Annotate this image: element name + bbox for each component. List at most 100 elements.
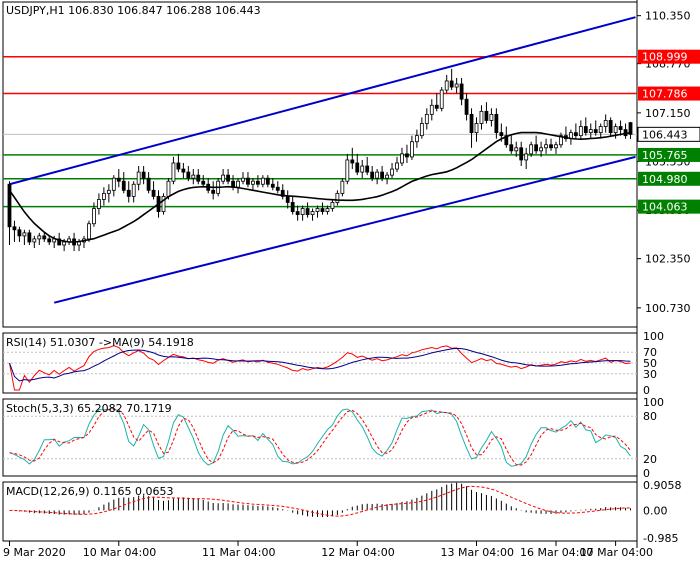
level-label-box xyxy=(638,49,700,64)
candle-body xyxy=(186,171,191,179)
price-tick-label: 110.350 xyxy=(645,10,691,23)
candle-body xyxy=(300,208,305,216)
candle-body xyxy=(211,189,216,194)
macd-tick-label: -0.985 xyxy=(643,532,678,545)
candle-body xyxy=(345,159,350,182)
candle-body xyxy=(434,104,439,109)
candle-body xyxy=(469,113,474,134)
candle-body xyxy=(295,211,300,216)
candle-body xyxy=(315,208,320,212)
candle-body xyxy=(355,162,360,173)
candle-body xyxy=(583,126,588,134)
candle-body xyxy=(554,144,558,149)
candle-body xyxy=(514,147,519,152)
current-price-box xyxy=(637,126,700,142)
candle-body xyxy=(534,144,539,152)
candle-body xyxy=(97,199,101,209)
candle-body xyxy=(116,177,121,182)
candle-body xyxy=(499,132,504,137)
stoch-tick-label: 100 xyxy=(643,396,664,409)
candle-body xyxy=(419,123,424,137)
time-label: 12 Mar 04:00 xyxy=(321,546,394,559)
candle-body xyxy=(255,180,260,185)
candle-body xyxy=(524,153,529,161)
current-price-label: 106.443 xyxy=(642,128,688,141)
candle-body xyxy=(330,202,335,209)
candle-body xyxy=(459,83,464,100)
candle-body xyxy=(265,177,270,185)
level-label: 107.786 xyxy=(642,88,688,101)
candle-body xyxy=(474,123,479,134)
candle-body xyxy=(559,135,563,146)
candle-body xyxy=(544,144,548,149)
macd-tick-label: 0.9058 xyxy=(643,479,682,492)
stoch-label: Stoch(5,3,3) 65.2082 70.1719 xyxy=(6,402,172,415)
candle-body xyxy=(27,232,32,243)
rsi-tick-label: 30 xyxy=(643,368,657,381)
candle-body xyxy=(121,180,126,191)
level-label-box xyxy=(638,199,700,214)
moving-average-line xyxy=(8,131,631,243)
rsi-tick-label: 100 xyxy=(643,330,664,343)
candle-body xyxy=(106,189,111,194)
candle-body xyxy=(181,168,186,173)
candle-body xyxy=(400,153,404,164)
rsi-tick-label: 0 xyxy=(643,384,650,397)
stoch-tick-label: 80 xyxy=(643,410,657,423)
candle-body xyxy=(7,183,12,228)
level-label: 104.980 xyxy=(642,173,688,186)
candle-body xyxy=(221,174,226,182)
candle-body xyxy=(280,189,285,197)
candle-body xyxy=(161,195,166,212)
candle-body xyxy=(260,177,265,185)
rsi-tick-label: 50 xyxy=(643,357,657,370)
level-label: 108.999 xyxy=(642,51,688,64)
main-pane-frame xyxy=(2,1,638,328)
candle-body xyxy=(529,144,534,155)
candle-body xyxy=(275,186,280,191)
candle-body xyxy=(136,171,141,185)
rsi-line xyxy=(9,345,631,391)
candle-body xyxy=(335,192,340,203)
time-label: 10 Mar 04:00 xyxy=(83,546,156,559)
candle-body xyxy=(519,147,524,161)
candle-body xyxy=(270,183,275,188)
candle-body xyxy=(509,144,514,152)
candle-body xyxy=(405,153,409,158)
candle-body xyxy=(141,171,146,179)
channel-lower-line xyxy=(53,155,636,304)
candle-body xyxy=(573,132,578,137)
candle-body xyxy=(603,120,608,127)
rsi-tick-label: 70 xyxy=(643,346,657,359)
candle-body xyxy=(449,80,454,88)
candle-body xyxy=(305,208,310,216)
stoch-main-line xyxy=(9,407,631,467)
time-label: 11 Mar 04:00 xyxy=(202,546,275,559)
candle-body xyxy=(375,171,380,179)
candle-body xyxy=(87,223,91,240)
candle-body xyxy=(201,180,206,185)
candle-body xyxy=(146,177,151,191)
candle-body xyxy=(588,129,593,134)
level-label: 104.063 xyxy=(642,201,688,214)
level-label-box xyxy=(638,86,700,101)
candle-body xyxy=(32,238,37,243)
candle-body xyxy=(365,165,370,173)
candle-body xyxy=(62,241,67,246)
time-label: 9 Mar 2020 xyxy=(3,546,66,559)
symbol-header: USDJPY,H1 106.830 106.847 106.288 106.44… xyxy=(6,4,261,17)
candle-body xyxy=(42,235,47,240)
candle-body xyxy=(325,208,330,212)
candle-body xyxy=(37,235,42,240)
candle-body xyxy=(350,159,355,164)
candle-body xyxy=(290,202,295,212)
candle-body xyxy=(385,174,389,179)
channel-upper-line xyxy=(9,16,636,186)
candle-body xyxy=(370,171,375,179)
candle-body xyxy=(12,226,17,231)
candle-body xyxy=(360,165,365,173)
candle-body xyxy=(131,183,136,197)
candle-body xyxy=(628,122,633,135)
candle-body xyxy=(340,180,345,194)
